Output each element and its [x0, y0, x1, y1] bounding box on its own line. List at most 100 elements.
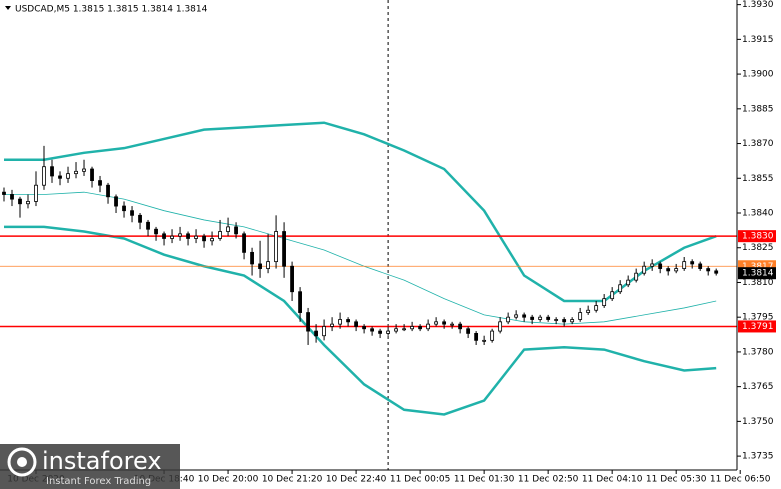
candle-body: [634, 272, 639, 281]
candle-body: [154, 228, 158, 235]
plot-area: [0, 0, 737, 470]
candle-body: [218, 231, 222, 239]
y-tick-label: 1.3915: [742, 35, 774, 45]
x-tick-label: 11 Dec 04:10: [582, 475, 643, 485]
level-tag: [738, 320, 776, 333]
y-tick-label: 1.3825: [742, 243, 774, 253]
candle-body: [306, 312, 310, 332]
candle-body: [338, 319, 342, 325]
candle-body: [610, 291, 615, 300]
y-tick-label: 1.3870: [742, 139, 774, 149]
candle-body: [386, 330, 391, 334]
candle-body: [434, 321, 439, 325]
y-tick-label: 1.3900: [742, 70, 774, 80]
x-tick-label: 11 Dec 05:30: [646, 475, 707, 485]
candle-body: [474, 332, 479, 341]
y-tick-label: 1.3810: [742, 278, 774, 288]
candle-body: [506, 316, 511, 323]
candle-body: [706, 268, 711, 272]
candle-body: [418, 326, 423, 330]
candle-body: [530, 316, 535, 320]
candle-body: [490, 330, 495, 341]
candle-body: [570, 319, 575, 323]
y-tick-label: 1.3855: [742, 174, 774, 184]
watermark-icon: [17, 457, 27, 467]
candle-body: [658, 263, 663, 269]
watermark: instaforex Instant Forex Trading: [0, 444, 180, 489]
candle-body: [34, 184, 38, 202]
candle-body: [690, 261, 695, 265]
candle-body: [626, 279, 631, 286]
candle-body: [370, 328, 375, 332]
candle-body: [210, 238, 214, 242]
candle-body: [562, 319, 567, 323]
candle-body: [58, 175, 62, 179]
candle-body: [442, 321, 447, 325]
candle-body: [498, 321, 503, 332]
watermark-icon: [7, 447, 37, 477]
candle-body: [26, 201, 30, 205]
candle-body: [82, 168, 86, 172]
level-label: 1.3830: [742, 232, 774, 242]
candle-body: [666, 268, 671, 272]
candle-body: [130, 210, 134, 216]
candle-body: [674, 268, 679, 272]
candle-body: [354, 321, 358, 327]
y-tick-label: 1.3780: [742, 347, 774, 357]
x-tick-label: 11 Dec 00:05: [390, 475, 451, 485]
candle-body: [138, 214, 142, 223]
candle-body: [194, 235, 198, 239]
candle-body: [714, 270, 719, 274]
candle-body: [698, 263, 703, 269]
level-tag: [738, 267, 776, 280]
candle-body: [266, 261, 270, 269]
candle-body: [394, 328, 399, 332]
candle-body: [482, 339, 487, 342]
candle-body: [586, 309, 591, 313]
x-tick-label: 10 Dec 21:20: [262, 475, 323, 485]
candle-body: [42, 166, 46, 186]
y-tick-label: 1.3930: [742, 0, 774, 10]
y-tick-label: 1.3840: [742, 209, 774, 219]
candle-body: [282, 231, 286, 267]
candle-body: [522, 314, 527, 318]
candle-body: [74, 170, 78, 175]
candle-body: [642, 265, 647, 274]
candle-body: [274, 231, 278, 263]
candle-body: [106, 184, 110, 198]
x-tick-label: 10 Dec 20:00: [198, 475, 259, 485]
header: USDCAD,M5 1.3815 1.3815 1.3814 1.3814: [15, 5, 208, 15]
candle-body: [98, 180, 102, 186]
candle-body: [410, 326, 415, 330]
candle-body: [554, 319, 559, 321]
candle-body: [186, 233, 190, 239]
candle-body: [146, 221, 150, 230]
candle-body: [346, 319, 350, 323]
candle-body: [402, 328, 407, 331]
candle-body: [170, 235, 174, 239]
candle-body: [514, 314, 519, 318]
candle-body: [466, 328, 471, 334]
candle-body: [618, 284, 623, 293]
level-label: 1.3791: [742, 322, 774, 332]
candle-body: [2, 191, 6, 195]
candle-body: [458, 323, 463, 330]
candle-body: [226, 226, 230, 232]
level-label: 1.3814: [742, 269, 774, 279]
watermark-tagline: Instant Forex Trading: [46, 476, 151, 487]
watermark-brand: instaforex: [42, 447, 162, 475]
candle-body: [10, 194, 14, 200]
level-label: 1.3817: [742, 262, 774, 272]
candle-body: [538, 316, 543, 320]
candle-body: [66, 173, 70, 179]
candle-body: [50, 166, 54, 177]
candle-body: [90, 168, 94, 181]
candle-body: [650, 263, 655, 267]
candle-body: [314, 330, 318, 337]
candle-body: [178, 233, 182, 237]
y-tick-label: 1.3735: [742, 452, 774, 462]
candle-body: [234, 226, 238, 235]
